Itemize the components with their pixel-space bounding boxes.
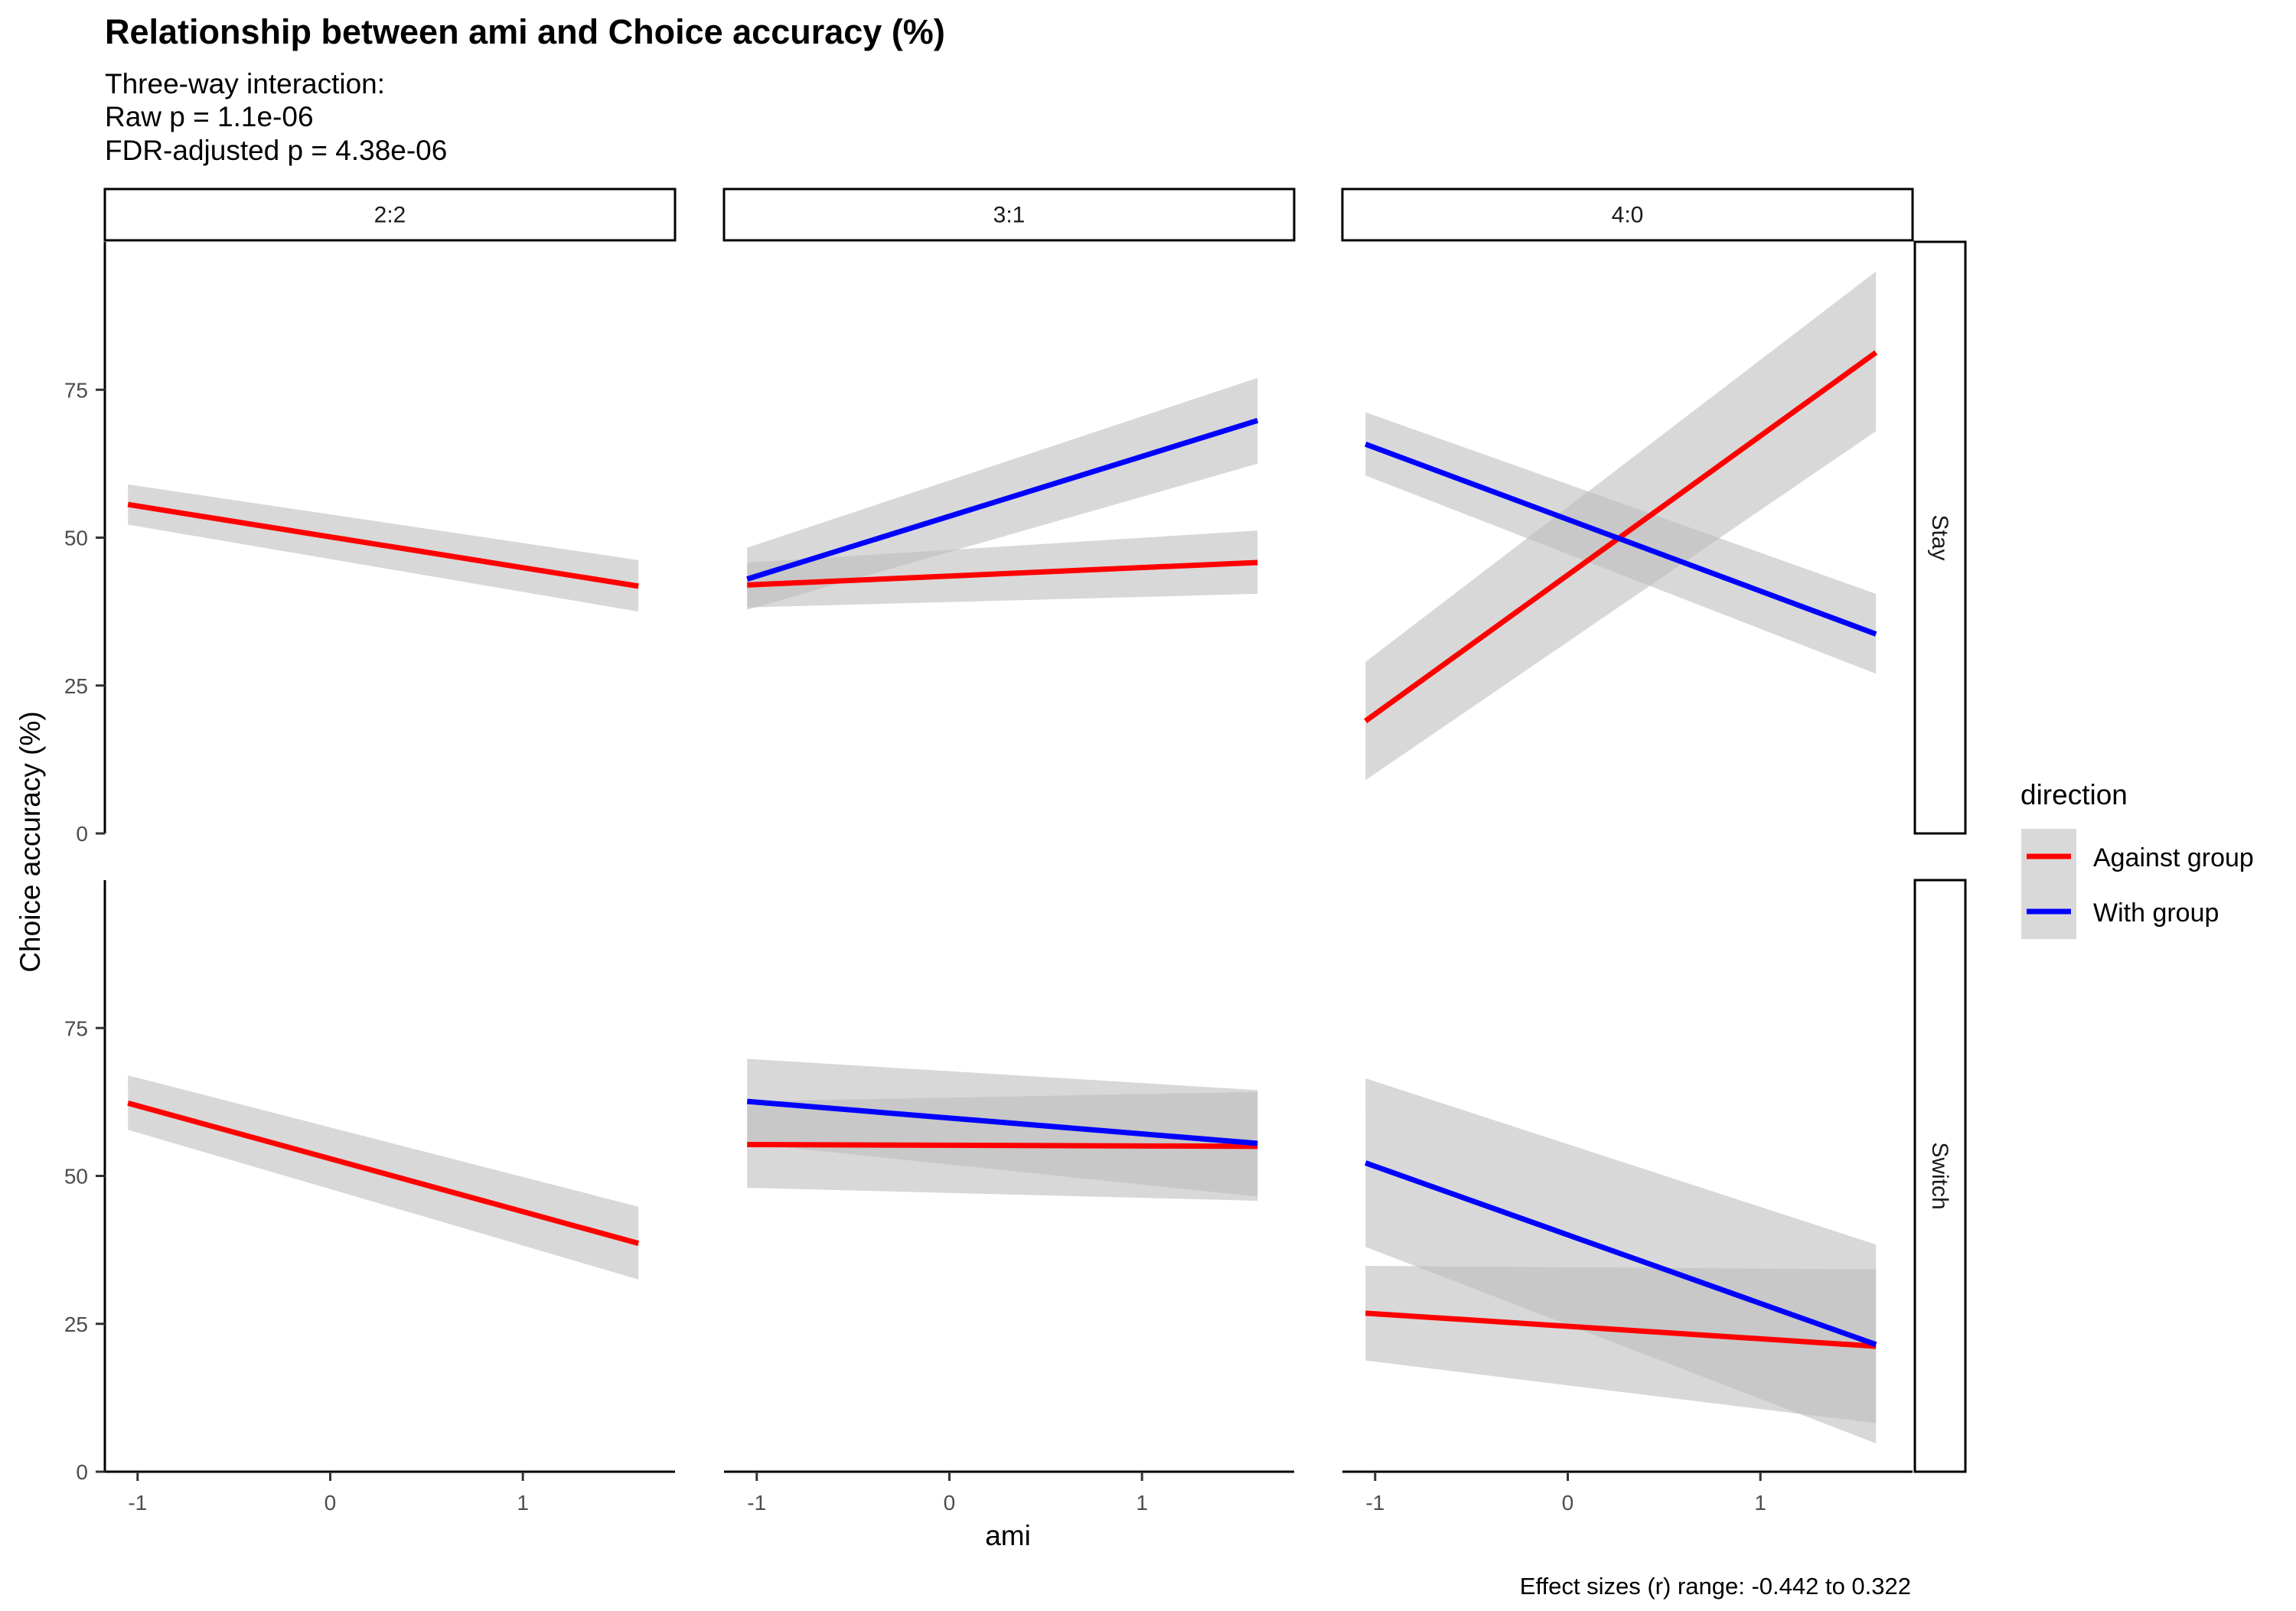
y-tick-label: 50 <box>64 527 88 550</box>
series-line-against-group <box>1365 1310 1877 1349</box>
row-strip-box <box>1913 879 1967 1473</box>
confidence-band-with-group <box>747 1058 1258 1197</box>
x-axis-2-2: -1 0 1 <box>105 1470 675 1515</box>
series-line-against-group <box>747 1142 1258 1150</box>
series-line-with-group <box>1365 1160 1877 1348</box>
x-tick-label: 0 <box>1562 1491 1574 1515</box>
x-tick-label: 1 <box>1136 1491 1148 1515</box>
panel-2-2-stay <box>127 484 639 612</box>
confidence-band-with-group <box>1365 1078 1877 1443</box>
facet-strip-2-2: 2:2 <box>103 188 677 242</box>
y-tick-label: 25 <box>64 1313 88 1336</box>
facet-strip-label: 4:0 <box>1612 203 1644 228</box>
chart-caption: Effect sizes (r) range: -0.442 to 0.322 <box>1520 1573 1911 1600</box>
x-tick-label: 1 <box>1754 1491 1766 1515</box>
row-strip-stay: Stay <box>1913 240 1967 835</box>
x-axis-4-0: -1 0 1 <box>1342 1470 1913 1515</box>
confidence-band-against-group <box>747 530 1258 608</box>
y-tick-label: 75 <box>64 1016 88 1040</box>
facet-strip-label: 2:2 <box>374 203 406 228</box>
x-tick-label: -1 <box>128 1491 147 1515</box>
y-tick-label: 50 <box>64 1165 88 1189</box>
legend-title: direction <box>2020 779 2128 810</box>
legend: Against group With group <box>2021 829 2254 939</box>
panel-2-2-switch <box>127 1075 640 1280</box>
legend-label: With group <box>2093 898 2219 928</box>
series-line-against-group <box>127 501 639 589</box>
chart-title: Relationship between ami and Choice accu… <box>105 12 945 51</box>
y-tick-label: 25 <box>64 674 88 698</box>
facet-strip-box <box>1341 188 1914 242</box>
legend-item-against-group: Against group <box>2021 829 2254 884</box>
x-tick-label: 1 <box>517 1491 529 1515</box>
y-axis-title: Choice accuracy (%) <box>15 711 46 972</box>
facet-strip-box <box>722 188 1296 242</box>
chart-subtitle-line-1: Three-way interaction: <box>105 68 385 99</box>
panel-3-1-switch <box>746 1058 1258 1201</box>
y-tick-label: 0 <box>76 822 88 846</box>
row-strip-label: Stay <box>1927 514 1952 560</box>
x-axis-title: ami <box>985 1520 1031 1551</box>
y-axis-stay: 0 25 50 75 <box>64 242 106 846</box>
y-tick-label: 75 <box>64 378 88 402</box>
x-tick-label: -1 <box>1365 1491 1384 1515</box>
facet-strip-label: 3:1 <box>993 203 1026 228</box>
chart-subtitle-line-3: FDR-adjusted p = 4.38e-06 <box>105 135 447 166</box>
series-line-with-group <box>746 1098 1258 1146</box>
panel-4-0-stay <box>1364 271 1878 781</box>
legend-label: Against group <box>2093 843 2254 872</box>
facet-strip-3-1: 3:1 <box>722 188 1296 242</box>
x-tick-label: -1 <box>747 1491 766 1515</box>
facet-strip-box <box>103 188 677 242</box>
panel-4-0-switch <box>1365 1078 1877 1443</box>
series-line-with-group <box>746 418 1259 582</box>
y-axis-switch: 0 25 50 75 <box>64 880 106 1484</box>
facet-strip-4-0: 4:0 <box>1341 188 1914 242</box>
series-line-against-group <box>127 1101 640 1246</box>
series-line-with-group <box>1364 442 1877 637</box>
confidence-band-with-group <box>1365 412 1877 674</box>
x-tick-label: 0 <box>325 1491 337 1515</box>
y-tick-label: 0 <box>76 1460 88 1484</box>
chart-subtitle-line-2: Raw p = 1.1e-06 <box>105 101 314 132</box>
row-strip-box <box>1913 240 1967 835</box>
facet-panels: 2:2 3:1 4:0 Stay Switch 0 25 50 75 0 25 50 75 -1 0 1 -1 0… <box>64 188 1967 1515</box>
x-tick-label: 0 <box>944 1491 956 1515</box>
legend-item-with-group: With group <box>2021 884 2219 939</box>
panel-3-1-stay <box>746 377 1259 610</box>
row-strip-label: Switch <box>1927 1142 1952 1209</box>
x-axis-3-1: -1 0 1 <box>724 1470 1294 1515</box>
series-line-against-group <box>747 559 1258 588</box>
row-strip-switch: Switch <box>1913 879 1967 1473</box>
confidence-band-with-group <box>747 377 1258 610</box>
confidence-band-against-group <box>128 1075 639 1280</box>
